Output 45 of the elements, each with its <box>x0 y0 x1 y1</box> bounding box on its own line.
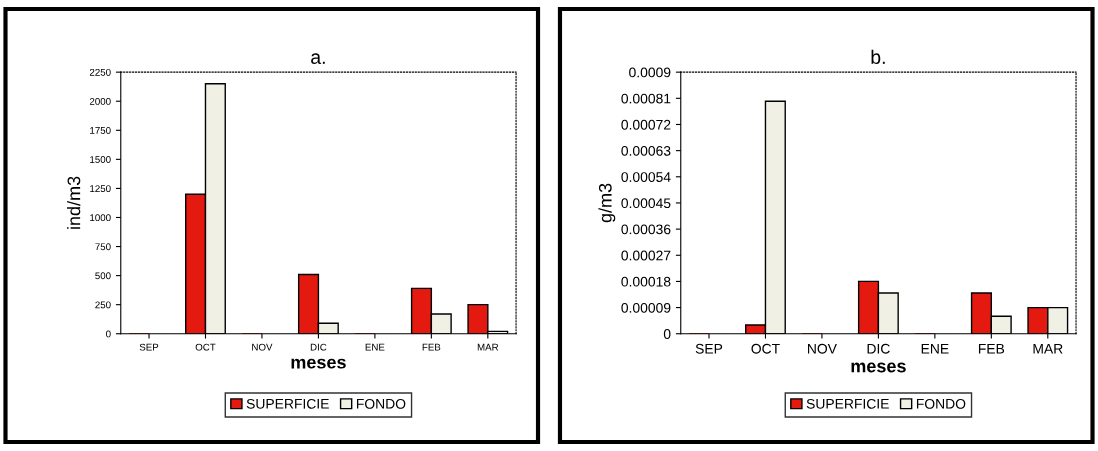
y-tick-label: 0 <box>106 330 111 338</box>
y-tick-label: 2000 <box>89 97 111 105</box>
x-axis-title: meses <box>851 362 906 373</box>
x-tick-label: ENE <box>921 343 949 354</box>
y-tick-label: 250 <box>95 301 111 309</box>
x-tick-label: NOV <box>808 343 837 354</box>
x-tick-label: MAR <box>477 343 499 351</box>
x-tick-label: DIC <box>867 343 890 354</box>
y-tick-label: 0.00081 <box>621 93 671 104</box>
y-tick-label: 0.00018 <box>621 276 671 287</box>
chart-title: b. <box>871 49 885 65</box>
x-tick-label: ENE <box>365 343 385 351</box>
y-tick-label: 0.00054 <box>621 172 671 182</box>
y-axis-title: ind/m3 <box>67 176 81 229</box>
y-tick-label: 2250 <box>89 68 111 76</box>
x-tick-label: DIC <box>310 343 327 351</box>
y-tick-label: 0 <box>663 329 671 339</box>
y-tick-label: 0.0009 <box>629 67 671 78</box>
y-tick-label: 1750 <box>90 127 111 134</box>
x-tick-label: FEB <box>978 343 1005 354</box>
chart-title: a. <box>311 53 325 65</box>
x-tick-label: SEP <box>695 343 723 354</box>
y-tick-label: 0.00027 <box>621 250 671 261</box>
x-tick-label: SEP <box>139 343 159 351</box>
y-tick-label: 0.00063 <box>621 145 671 156</box>
y-axis-title: g/m3 <box>598 183 616 223</box>
y-tick-label: 500 <box>95 272 111 280</box>
y-tick-label: 0.00009 <box>621 302 671 313</box>
legend-label: SUPERFICIE <box>806 398 889 409</box>
y-tick-label: 1000 <box>90 214 111 222</box>
x-tick-label: OCT <box>195 343 216 351</box>
x-tick-label: FEB <box>422 343 441 351</box>
x-tick-label: NOV <box>252 343 273 351</box>
legend-label: SUPERFICIE <box>246 398 329 409</box>
y-tick-label: 0.00072 <box>621 119 671 130</box>
x-axis-title: meses <box>291 358 346 369</box>
y-tick-label: 0.00036 <box>621 224 671 235</box>
y-tick-label: 1250 <box>90 185 111 193</box>
y-tick-label: 1500 <box>90 156 111 163</box>
y-tick-label: 0.00045 <box>621 198 671 209</box>
y-tick-label: 750 <box>95 243 111 251</box>
legend-label: FONDO <box>356 398 406 409</box>
legend-label: FONDO <box>916 398 966 409</box>
x-tick-label: MAR <box>1033 343 1063 354</box>
x-tick-label: OCT <box>751 343 780 354</box>
